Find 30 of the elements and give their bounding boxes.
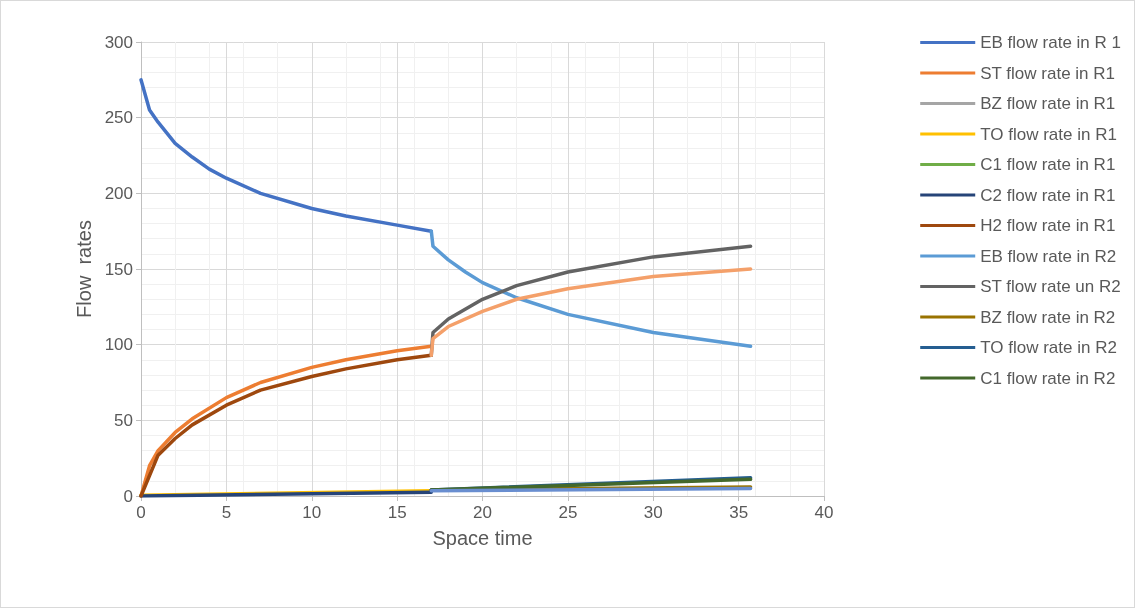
y-tick-label: 250 <box>104 108 133 128</box>
x-tick-label: 20 <box>473 503 492 522</box>
y-axis-title: Flow rates <box>72 220 95 318</box>
x-tick-label: 30 <box>643 503 663 522</box>
y-tick-label: 0 <box>123 486 133 506</box>
x-tick-label: 10 <box>302 503 322 522</box>
y-tick-label: 300 <box>104 32 133 52</box>
legend-label: ST flow rate in R1 <box>980 63 1116 83</box>
y-tick-label: 50 <box>114 410 133 430</box>
legend-label: ST flow rate un R2 <box>980 277 1121 296</box>
legend-label: BZ flow rate in R2 <box>980 307 1116 327</box>
legend-label: TO flow rate in R1 <box>980 124 1117 144</box>
x-tick-label: 40 <box>814 503 834 522</box>
y-tick-label: 150 <box>104 259 133 279</box>
legend-label: EB flow rate in R 1 <box>980 33 1121 52</box>
y-tick-label: 100 <box>104 335 133 355</box>
x-tick-label: 15 <box>387 503 407 522</box>
y-tick-label: 200 <box>104 183 133 203</box>
x-axis-title: Space time <box>432 527 533 549</box>
x-tick-label: 25 <box>558 503 578 522</box>
legend-label: TO flow rate in R2 <box>980 338 1117 357</box>
x-tick-label: 35 <box>729 503 749 522</box>
legend-label: C2 flow rate in R1 <box>980 185 1116 205</box>
legend-label: C1 flow rate in R1 <box>980 155 1116 174</box>
legend-label: EB flow rate in R2 <box>980 246 1117 266</box>
legend-label: H2 flow rate in R1 <box>980 216 1116 235</box>
legend-label: BZ flow rate in R1 <box>980 94 1116 113</box>
x-tick-label: 0 <box>136 503 146 522</box>
x-tick-label: 5 <box>221 503 232 522</box>
legend-label: C1 flow rate in R2 <box>980 368 1116 388</box>
